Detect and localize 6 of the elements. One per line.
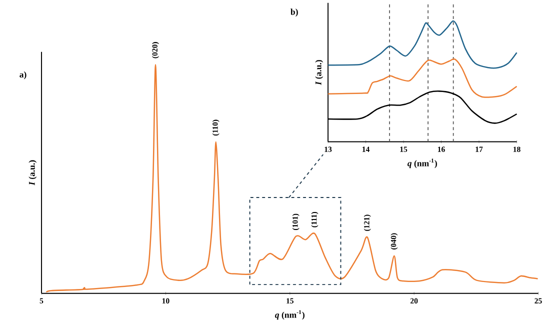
x-axis-title: q (nm$^{-1}$) — [275, 310, 304, 320]
y-axis-title: I (a.u.) — [315, 60, 324, 85]
chart-title: b) — [290, 8, 298, 16]
y-axis-title: I (a.u.) — [28, 160, 37, 186]
x-axis-title: q (nm$^{-1}$) — [408, 158, 437, 168]
text: a) — [20, 71, 26, 80]
